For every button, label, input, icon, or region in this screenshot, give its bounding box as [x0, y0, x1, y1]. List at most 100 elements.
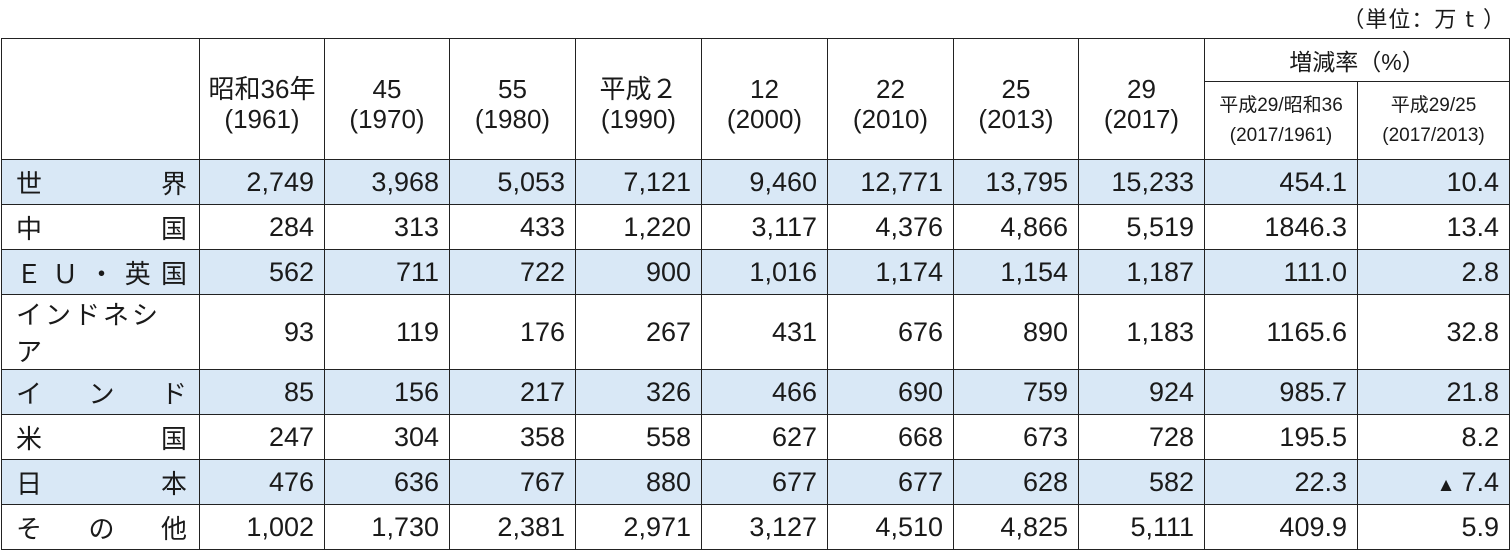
row-name: その他 — [1, 504, 200, 550]
year-header: 55 (1980) — [449, 38, 576, 160]
year-header: 12 (2000) — [701, 38, 828, 160]
year-era: 29 — [1127, 74, 1156, 104]
row-name-text: Ｅ Ｕ ・英国 — [16, 254, 187, 291]
value-cell: 562 — [199, 249, 325, 295]
value-cell: 13,795 — [953, 159, 1079, 205]
year-header: 22 (2010) — [827, 38, 954, 160]
rate-cell: 454.1 — [1204, 159, 1358, 205]
value-cell: 677 — [701, 459, 828, 505]
year-western: (1980) — [474, 104, 551, 134]
row-name-char: 国 — [160, 424, 187, 455]
value-cell: 628 — [953, 459, 1079, 505]
table-row: イ ン ド 85 156 217 326 466 690 759 924 985.7 21.8 — [1, 369, 1511, 415]
value-cell: 217 — [449, 369, 576, 415]
value-cell: 636 — [324, 459, 450, 505]
value-cell: 7,121 — [575, 159, 702, 205]
header-row-1: 昭和36年 (1961) 45 (1970) 55 (1980) 平成２ (1990) … — [1, 38, 1511, 160]
negative-triangle-icon: ▲ — [1436, 474, 1456, 496]
year-western: (1970) — [349, 104, 425, 134]
value-cell: 15,233 — [1078, 159, 1205, 205]
value-cell: 1,730 — [324, 504, 450, 550]
value-cell: 433 — [449, 204, 576, 250]
rate-cell: 195.5 — [1204, 414, 1358, 460]
value-cell: 690 — [827, 369, 954, 415]
value-cell: 3,968 — [324, 159, 450, 205]
rate-value: 5.9 — [1461, 511, 1500, 542]
row-name-char: の — [88, 514, 115, 545]
value-cell: 1,154 — [953, 249, 1079, 295]
year-western: (2010) — [852, 104, 929, 134]
value-cell: 668 — [827, 414, 954, 460]
rate-col-header: 平成29/昭和36 (2017/1961) — [1204, 81, 1358, 160]
value-cell: 4,866 — [953, 204, 1079, 250]
table-row: 米国 247 304 358 558 627 668 673 728 195.5 8.2 — [1, 414, 1511, 460]
year-western: (1961) — [224, 104, 300, 134]
year-era: 昭和36年 — [208, 74, 316, 104]
rate-value: 8.2 — [1461, 421, 1500, 452]
value-cell: 3,117 — [701, 204, 828, 250]
year-western: (1990) — [600, 104, 677, 134]
value-cell: 1,016 — [701, 249, 828, 295]
table-body: 世界 2,749 3,968 5,053 7,121 9,460 12,771 13,795 1… — [1, 159, 1511, 550]
year-header: 25 (2013) — [953, 38, 1079, 160]
value-cell: 900 — [575, 249, 702, 295]
year-western: (2000) — [726, 104, 803, 134]
rate-col-years: (2017/1961) — [1229, 124, 1333, 146]
value-cell: 880 — [575, 459, 702, 505]
value-cell: 476 — [199, 459, 325, 505]
row-name-text: 日本 — [16, 464, 187, 501]
value-cell: 627 — [701, 414, 828, 460]
unit-note: （単位：万 t ） — [1342, 8, 1506, 33]
value-cell: 2,381 — [449, 504, 576, 550]
year-western: (2013) — [978, 104, 1054, 134]
row-name-char: ド — [160, 379, 187, 410]
value-cell: 5,111 — [1078, 504, 1205, 550]
value-cell: 2,749 — [199, 159, 325, 205]
row-name-char: 本 — [160, 469, 187, 500]
value-cell: 313 — [324, 204, 450, 250]
value-cell: 4,825 — [953, 504, 1079, 550]
row-name-char: 他 — [160, 514, 187, 545]
table-row: インドネシア 93 119 176 267 431 676 890 1,183 1165.6 32.… — [1, 294, 1511, 370]
value-cell: 2,971 — [575, 504, 702, 550]
data-table: 昭和36年 (1961) 45 (1970) 55 (1980) 平成２ (1990) … — [1, 38, 1511, 550]
table-row: 中国 284 313 433 1,220 3,117 4,376 4,866 5,519 1846… — [1, 204, 1511, 250]
value-cell: 1,187 — [1078, 249, 1205, 295]
year-header: 昭和36年 (1961) — [199, 38, 325, 160]
value-cell: 1,174 — [827, 249, 954, 295]
year-header: 平成２ (1990) — [575, 38, 702, 160]
row-name: 中国 — [1, 204, 200, 250]
row-name-text: 米国 — [16, 419, 187, 456]
row-name: インドネシア — [1, 294, 200, 370]
value-cell: 890 — [953, 294, 1079, 370]
value-cell: 711 — [324, 249, 450, 295]
value-cell: 284 — [199, 204, 325, 250]
row-name-char: 米 — [16, 424, 43, 455]
value-cell: 267 — [575, 294, 702, 370]
rate-cell: 111.0 — [1204, 249, 1358, 295]
row-name-char: 中 — [16, 214, 43, 245]
rate-cell: 32.8 — [1356, 294, 1511, 370]
row-name-char: ・ — [88, 259, 115, 290]
table-row: 日本 476 636 767 880 677 677 628 582 22.3 ▲ 7.4 — [1, 459, 1511, 505]
row-name-char: そ — [16, 514, 43, 545]
value-cell: 5,053 — [449, 159, 576, 205]
value-cell: 3,127 — [701, 504, 828, 550]
value-cell: 247 — [199, 414, 325, 460]
value-cell: 326 — [575, 369, 702, 415]
rate-value: 10.4 — [1446, 166, 1500, 197]
rate-cell: 409.9 — [1204, 504, 1358, 550]
value-cell: 156 — [324, 369, 450, 415]
rate-value: 21.8 — [1446, 376, 1500, 407]
value-cell: 176 — [449, 294, 576, 370]
rate-cell: 22.3 — [1204, 459, 1358, 505]
value-cell: 85 — [199, 369, 325, 415]
value-cell: 722 — [449, 249, 576, 295]
value-cell: 924 — [1078, 369, 1205, 415]
value-cell: 677 — [827, 459, 954, 505]
table-row: Ｅ Ｕ ・英国 562 711 722 900 1,016 1,174 1,154 1,187 111… — [1, 249, 1511, 295]
row-name: 世界 — [1, 159, 200, 205]
rate-cell: 13.4 — [1356, 204, 1511, 250]
row-name-char: 英 — [124, 259, 151, 290]
value-cell: 119 — [324, 294, 450, 370]
